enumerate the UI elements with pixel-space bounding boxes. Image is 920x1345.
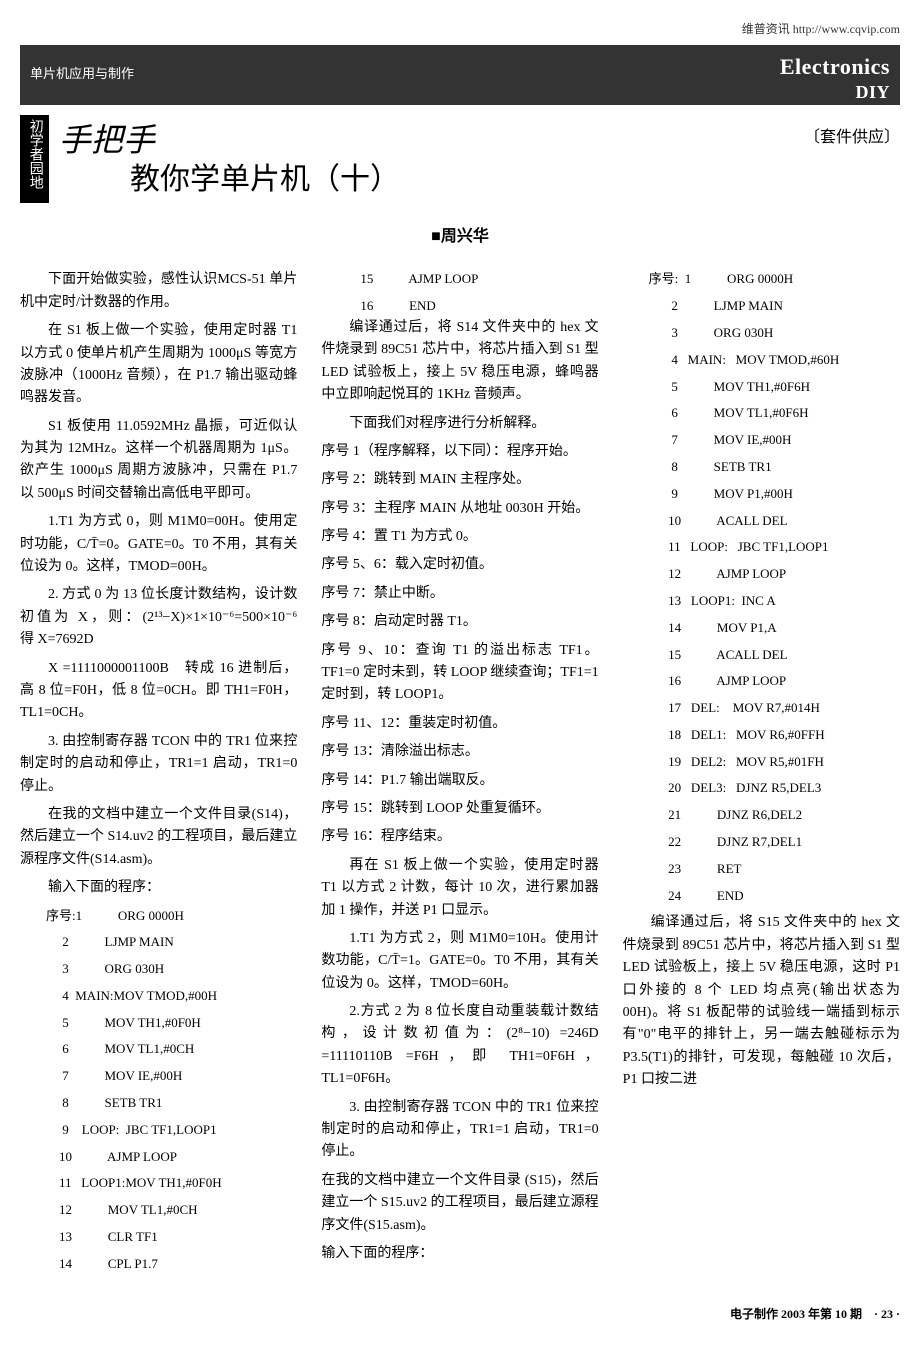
code-line: 10 ACALL DEL xyxy=(623,511,900,532)
para: 编译通过后，将 S15 文件夹中的 hex 文件烧录到 89C51 芯片中，将芯… xyxy=(623,912,900,1091)
code-line: 11 LOOP1:MOV TH1,#0F0H xyxy=(20,1173,297,1194)
para: 1.T1 为方式 2，则 M1M0=10H。使用计数功能，C/T̄=1。GATE… xyxy=(321,928,598,995)
code-line: 2 LJMP MAIN xyxy=(623,296,900,317)
code-line: 5 MOV TH1,#0F0H xyxy=(20,1013,297,1034)
code-line: 21 DJNZ R6,DEL2 xyxy=(623,805,900,826)
code-line: 23 RET xyxy=(623,859,900,880)
code-line: 24 END xyxy=(623,886,900,907)
code-line: 20 DEL3: DJNZ R5,DEL3 xyxy=(623,778,900,799)
code-line: 5 MOV TH1,#0F6H xyxy=(623,377,900,398)
para: 下面我们对程序进行分析解释。 xyxy=(321,413,598,435)
title-block: 初学者园地 〔套件供应〕 手把手 教你学单片机（十） xyxy=(20,115,900,204)
code-line: 7 MOV IE,#00H xyxy=(20,1066,297,1087)
code-line: 8 SETB TR1 xyxy=(20,1093,297,1114)
code-block-2: 序号: 1 ORG 0000H 2 LJMP MAIN 3 ORG 030H 4… xyxy=(623,269,900,906)
para: 序号 14：P1.7 输出端取反。 xyxy=(321,770,598,792)
code-line: 4 MAIN: MOV TMOD,#60H xyxy=(623,350,900,371)
para: 序号 13：清除溢出标志。 xyxy=(321,741,598,763)
para: 在 S1 板上做一个实验，使用定时器 T1 以方式 0 使单片机产生周期为 10… xyxy=(20,320,297,410)
para: 再在 S1 板上做一个实验，使用定时器 T1 以方式 2 计数，每计 10 次，… xyxy=(321,855,598,922)
para: 序号 7：禁止中断。 xyxy=(321,583,598,605)
brand: Electronics DIY xyxy=(780,49,890,100)
para: 编译通过后，将 S14 文件夹中的 hex 文件烧录到 89C51 芯片中，将芯… xyxy=(321,317,598,407)
code-line: 11 LOOP: JBC TF1,LOOP1 xyxy=(623,537,900,558)
para: 序号 5、6：载入定时初值。 xyxy=(321,554,598,576)
code-line: 7 MOV IE,#00H xyxy=(623,430,900,451)
code-line: 17 DEL: MOV R7,#014H xyxy=(623,698,900,719)
para: 序号 11、12：重装定时初值。 xyxy=(321,713,598,735)
para: 序号 8：启动定时器 T1。 xyxy=(321,611,598,633)
main-title: 教你学单片机（十） xyxy=(130,156,900,204)
code-line: 14 CPL P1.7 xyxy=(20,1254,297,1275)
code-line: 13 CLR TF1 xyxy=(20,1227,297,1248)
para: 序号 1（程序解释，以下同）：程序开始。 xyxy=(321,441,598,463)
code-line: 12 AJMP LOOP xyxy=(623,564,900,585)
para: 下面开始做实验，感性认识MCS-51 单片机中定时/计数器的作用。 xyxy=(20,269,297,314)
para: 序号 15：跳转到 LOOP 处重复循环。 xyxy=(321,798,598,820)
code-line: 6 MOV TL1,#0F6H xyxy=(623,403,900,424)
code-line: 18 DEL1: MOV R6,#0FFH xyxy=(623,725,900,746)
para: 在我的文档中建立一个文件目录(S14)，然后建立一个 S14.uv2 的工程项目… xyxy=(20,804,297,871)
para: S1 板使用 11.0592MHz 晶振，可近似认为其为 12MHz。这样一个机… xyxy=(20,416,297,506)
supply-label: 〔套件供应〕 xyxy=(804,125,900,151)
code-line: 8 SETB TR1 xyxy=(623,457,900,478)
code-line: 12 MOV TL1,#0CH xyxy=(20,1200,297,1221)
code-line: 13 LOOP1: INC A xyxy=(623,591,900,612)
code-line: 序号: 1 ORG 0000H xyxy=(623,269,900,290)
code-line: 22 DJNZ R7,DEL1 xyxy=(623,832,900,853)
code-line: 4 MAIN:MOV TMOD,#00H xyxy=(20,986,297,1007)
para: 3. 由控制寄存器 TCON 中的 TR1 位来控制定时的启动和停止，TR1=1… xyxy=(321,1097,598,1164)
para: 序号 3：主程序 MAIN 从地址 0030H 开始。 xyxy=(321,498,598,520)
para: 3. 由控制寄存器 TCON 中的 TR1 位来控制定时的启动和停止，TR1=1… xyxy=(20,731,297,798)
para: 序号 4：置 T1 为方式 0。 xyxy=(321,526,598,548)
code-line: 19 DEL2: MOV R5,#01FH xyxy=(623,752,900,773)
page-footer: 电子制作 2003 年第 10 期 · 23 · xyxy=(20,1305,900,1324)
para: 输入下面的程序： xyxy=(321,1243,598,1265)
code-line: 9 LOOP: JBC TF1,LOOP1 xyxy=(20,1120,297,1141)
code-line: 2 LJMP MAIN xyxy=(20,932,297,953)
code-line: 16 END xyxy=(321,296,598,317)
code-line: 16 AJMP LOOP xyxy=(623,671,900,692)
para: X =1111000001100B 转成 16 进制后，高 8 位=F0H，低 … xyxy=(20,658,297,725)
code-line: 3 ORG 030H xyxy=(20,959,297,980)
section-badge: 初学者园地 xyxy=(20,115,49,203)
code-line: 序号:1 ORG 0000H xyxy=(20,906,297,927)
top-bar: 单片机应用与制作 Electronics DIY xyxy=(20,45,900,104)
code-line: 15 ACALL DEL xyxy=(623,645,900,666)
author: ■周兴华 xyxy=(20,224,900,250)
para: 序号 9、10：查询 T1 的溢出标志 TF1。TF1=0 定时未到，转 LOO… xyxy=(321,640,598,707)
para: 序号 2：跳转到 MAIN 主程序处。 xyxy=(321,469,598,491)
code-line: 3 ORG 030H xyxy=(623,323,900,344)
para: 输入下面的程序： xyxy=(20,877,297,899)
para: 在我的文档中建立一个文件目录 (S15)，然后建立一个 S15.uv2 的工程项… xyxy=(321,1170,598,1237)
para: 1.T1 为方式 0，则 M1M0=00H。使用定时功能，C/T̄=0。GATE… xyxy=(20,511,297,578)
code-line: 10 AJMP LOOP xyxy=(20,1147,297,1168)
code-line: 14 MOV P1,A xyxy=(623,618,900,639)
source-link: 维普资讯 http://www.cqvip.com xyxy=(20,20,900,39)
brand-main: Electronics xyxy=(780,54,890,79)
category-label: 单片机应用与制作 xyxy=(30,64,134,85)
code-line: 9 MOV P1,#00H xyxy=(623,484,900,505)
para: 2. 方式 0 为 13 位长度计数结构，设计数初值为 X，则：(2¹³−X)×… xyxy=(20,584,297,651)
para: 2.方式 2 为 8 位长度自动重装载计数结构，设计数初值为：(2⁸−10) =… xyxy=(321,1001,598,1091)
article-body: 下面开始做实验，感性认识MCS-51 单片机中定时/计数器的作用。 在 S1 板… xyxy=(20,269,900,1289)
code-line: 6 MOV TL1,#0CH xyxy=(20,1039,297,1060)
para: 序号 16：程序结束。 xyxy=(321,826,598,848)
brand-sub: DIY xyxy=(780,84,890,100)
code-line: 15 AJMP LOOP xyxy=(321,269,598,290)
